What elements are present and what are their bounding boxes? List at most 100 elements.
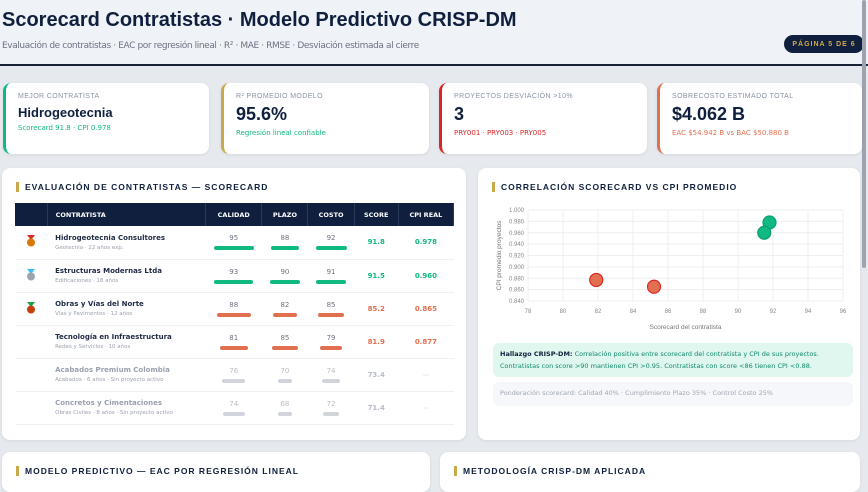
y-tick-label: 0.900 <box>509 265 525 271</box>
table-row[interactable]: Hidrogeotecnia Consultores Geotecnia · 22… <box>15 226 454 260</box>
x-tick-label: 86 <box>665 309 672 315</box>
x-tick-label: 96 <box>840 309 847 315</box>
kpi-card: MEJOR CONTRATISTA Hidrogeotecnia Scorecard… <box>3 83 209 154</box>
methodology-title: METODOLOGÍA CRISP-DM APLICADA <box>454 466 646 476</box>
scrollbar[interactable] <box>862 0 866 268</box>
scorecard-table: CONTRATISTA CALIDAD PLAZO COSTO SCORE CPI REA… <box>15 203 455 425</box>
table-row[interactable]: Acabados Premium Colombia Acabados · 6 añ… <box>15 358 454 392</box>
calidad-value: 95 <box>229 234 239 243</box>
y-tick-label: 0.860 <box>509 288 525 294</box>
table-row[interactable]: Concretos y Cimentaciones Obras Civiles ·… <box>15 391 454 425</box>
score-value: 91.5 <box>354 259 399 293</box>
contractor-name: Concretos y Cimentaciones <box>55 399 163 407</box>
calidad-value: 93 <box>229 267 239 276</box>
calidad-value: 74 <box>229 399 239 408</box>
kpi-value: $4.062 B <box>672 104 746 124</box>
y-tick-label: 1.000 <box>509 208 525 214</box>
costo-bar <box>322 411 340 416</box>
costo-bar <box>320 345 342 350</box>
silver-medal-icon <box>27 268 36 280</box>
y-tick-label: 0.960 <box>509 231 525 237</box>
x-tick-label: 90 <box>735 309 742 315</box>
y-axis-label: CPI promedio proyectos <box>496 220 503 290</box>
contractor-desc: Vías y Pavimentos · 12 años <box>55 311 133 317</box>
calidad-value: 76 <box>229 366 239 375</box>
methodology-panel: METODOLOGÍA CRISP-DM APLICADA <box>440 452 860 492</box>
costo-value: 79 <box>326 333 336 342</box>
contractor-name: Estructuras Modernas Ltda <box>55 267 162 275</box>
table-row[interactable]: Obras y Vías del Norte Vías y Pavimentos … <box>15 292 454 326</box>
kpi-card: PROYECTOS DESVIACIÓN >10% 3 PRY001 · PRY00… <box>439 83 647 154</box>
kpi-label: MEJOR CONTRATISTA <box>18 93 100 100</box>
costo-value: 74 <box>326 366 336 375</box>
contractor-name: Tecnología en Infraestructura <box>55 333 172 341</box>
contractor-desc: Obras Civiles · 8 años · Sin proyecto ac… <box>55 410 173 416</box>
kpi-label: PROYECTOS DESVIACIÓN >10% <box>454 93 573 100</box>
calidad-value: 88 <box>229 300 239 309</box>
score-value: 91.8 <box>354 226 399 260</box>
predictive-model-title: MODELO PREDICTIVO — EAC POR REGRESIÓN LI… <box>16 466 299 476</box>
costo-bar <box>315 279 347 284</box>
bronze-medal-icon <box>27 301 36 313</box>
finding-label: Hallazgo CRISP-DM: <box>500 350 573 358</box>
column-header: CPI REAL <box>398 203 455 226</box>
kpi-label: R² PROMEDIO MODELO <box>236 93 323 100</box>
calidad-bar <box>214 279 254 284</box>
x-tick-label: 94 <box>805 309 812 315</box>
calidad-bar <box>222 411 245 416</box>
cpi-value: — <box>398 391 454 425</box>
costo-value: 72 <box>326 399 336 408</box>
plazo-value: 90 <box>280 267 290 276</box>
cpi-value: 0.865 <box>398 292 454 326</box>
plazo-value: 85 <box>280 333 290 342</box>
correlation-title: CORRELACIÓN SCORECARD VS CPI PROMEDIO <box>492 182 737 192</box>
calidad-bar <box>213 246 254 251</box>
cpi-value: 0.978 <box>398 226 454 260</box>
kpi-label: SOBRECOSTO ESTIMADO TOTAL <box>672 93 794 100</box>
scatter-chart: 78 80 82 84 86 88 90 92 94 96 1.000 0.980 0.960 0.940… <box>496 208 847 331</box>
y-tick-label: 0.940 <box>509 242 525 248</box>
contractor-name: Acabados Premium Colombia <box>55 366 170 374</box>
column-header: COSTO <box>307 203 355 226</box>
page-header: Scorecard Contratistas · Modelo Predicti… <box>0 0 868 66</box>
score-value: 85.2 <box>354 292 399 326</box>
scatter-point <box>646 279 662 294</box>
score-value: 73.4 <box>354 358 399 392</box>
calidad-value: 81 <box>229 333 239 342</box>
gold-medal-icon <box>27 235 36 247</box>
calidad-bar <box>222 378 246 383</box>
contractor-name: Obras y Vías del Norte <box>55 300 144 308</box>
plazo-bar <box>270 279 300 284</box>
plazo-value: 70 <box>280 366 290 375</box>
costo-value: 85 <box>326 300 336 309</box>
kpi-value: Hidrogeotecnia <box>18 105 113 120</box>
column-header: CONTRATISTA <box>47 203 207 226</box>
cpi-value: — <box>398 358 454 392</box>
scorecard-panel: EVALUACIÓN DE CONTRATISTAS — SCORECARD C… <box>2 168 466 440</box>
table-row[interactable]: Tecnología en Infraestructura Redes y Ser… <box>15 325 454 359</box>
predictive-model-panel: MODELO PREDICTIVO — EAC POR REGRESIÓN LI… <box>2 452 430 492</box>
page-badge: PÁGINA 5 DE 6 <box>784 35 864 53</box>
costo-bar <box>318 312 344 317</box>
plazo-value: 68 <box>280 399 290 408</box>
contractor-desc: Edificaciones · 18 años <box>55 278 119 284</box>
y-tick-label: 0.920 <box>509 254 525 260</box>
column-header: SCORE <box>354 203 399 226</box>
scorecard-title: EVALUACIÓN DE CONTRATISTAS — SCORECARD <box>16 182 268 192</box>
kpi-sub: PRY001 · PRY003 · PRY005 <box>454 129 547 137</box>
contractor-desc: Acabados · 6 años · Sin proyecto activo <box>55 377 164 383</box>
calidad-bar <box>219 345 248 350</box>
x-tick-label: 80 <box>560 309 567 315</box>
column-header: CALIDAD <box>205 203 263 226</box>
x-tick-label: 92 <box>770 309 777 315</box>
kpi-card: R² PROMEDIO MODELO 95.6% Regresión lineal … <box>221 83 429 154</box>
table-row[interactable]: Estructuras Modernas Ltda Edificaciones ·… <box>15 259 454 293</box>
y-tick-label: 0.880 <box>509 276 525 282</box>
column-header: PLAZO <box>261 203 309 226</box>
plazo-bar <box>273 312 297 317</box>
kpi-card: SOBRECOSTO ESTIMADO TOTAL $4.062 B EAC $54… <box>657 83 862 154</box>
x-tick-label: 78 <box>525 309 532 315</box>
costo-bar <box>315 246 347 251</box>
score-value: 81.9 <box>354 325 399 359</box>
weighting-note: Ponderación scorecard: Calidad 40% · Cum… <box>493 382 853 406</box>
